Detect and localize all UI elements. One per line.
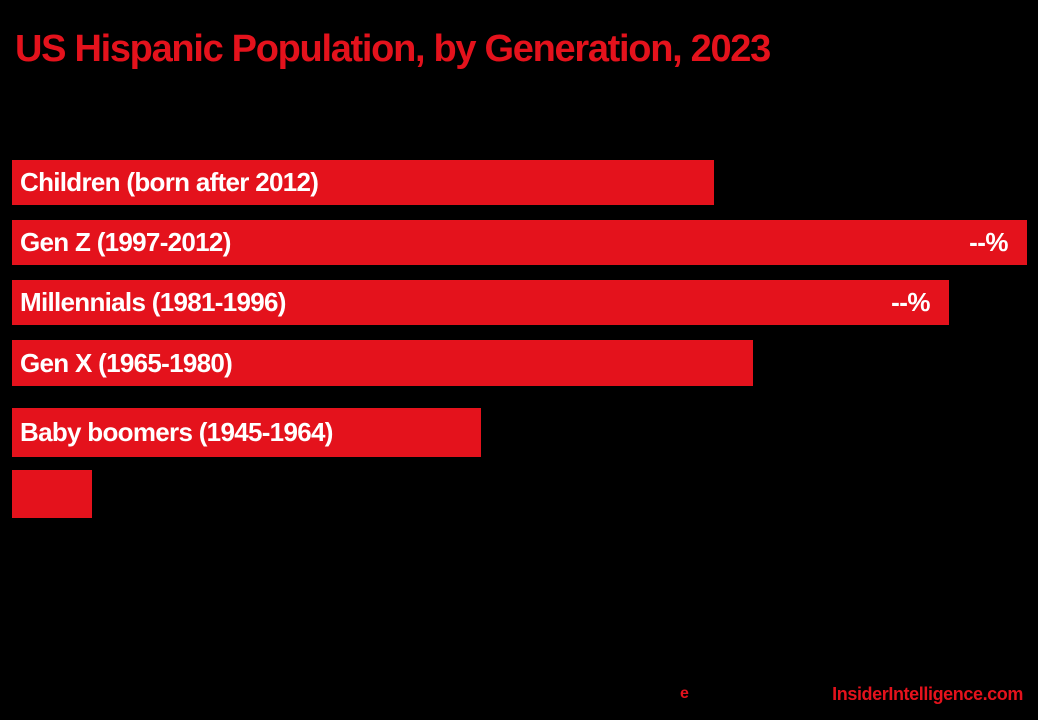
bar-label-children: Children (born after 2012) [20,167,319,197]
insider-intelligence-url: InsiderIntelligence.com [832,684,1023,704]
bar-row-gen-z: Gen Z (1997-2012) --% [12,220,1027,265]
bar-label-gen-z: Gen Z (1997-2012) [20,227,231,257]
bar-label-baby-boomers: Baby boomers (1945-1964) [20,417,333,447]
emarketer-logo-e: e [680,685,689,702]
bar-row-unlabeled [12,470,92,518]
bar-label-millennials: Millennials (1981-1996) [20,287,286,317]
chart-title: US Hispanic Population, by Generation, 2… [15,28,771,70]
bar-row-gen-x: Gen X (1965-1980) [12,340,753,386]
bar-row-baby-boomers: Baby boomers (1945-1964) [12,408,481,457]
bar-value-gen-z: --% [969,227,1008,257]
bar-label-gen-x: Gen X (1965-1980) [20,347,233,378]
bar-row-children: Children (born after 2012) [12,160,714,205]
bar-value-millennials: --% [891,287,930,317]
bar-row-millennials: Millennials (1981-1996) --% [12,280,949,325]
